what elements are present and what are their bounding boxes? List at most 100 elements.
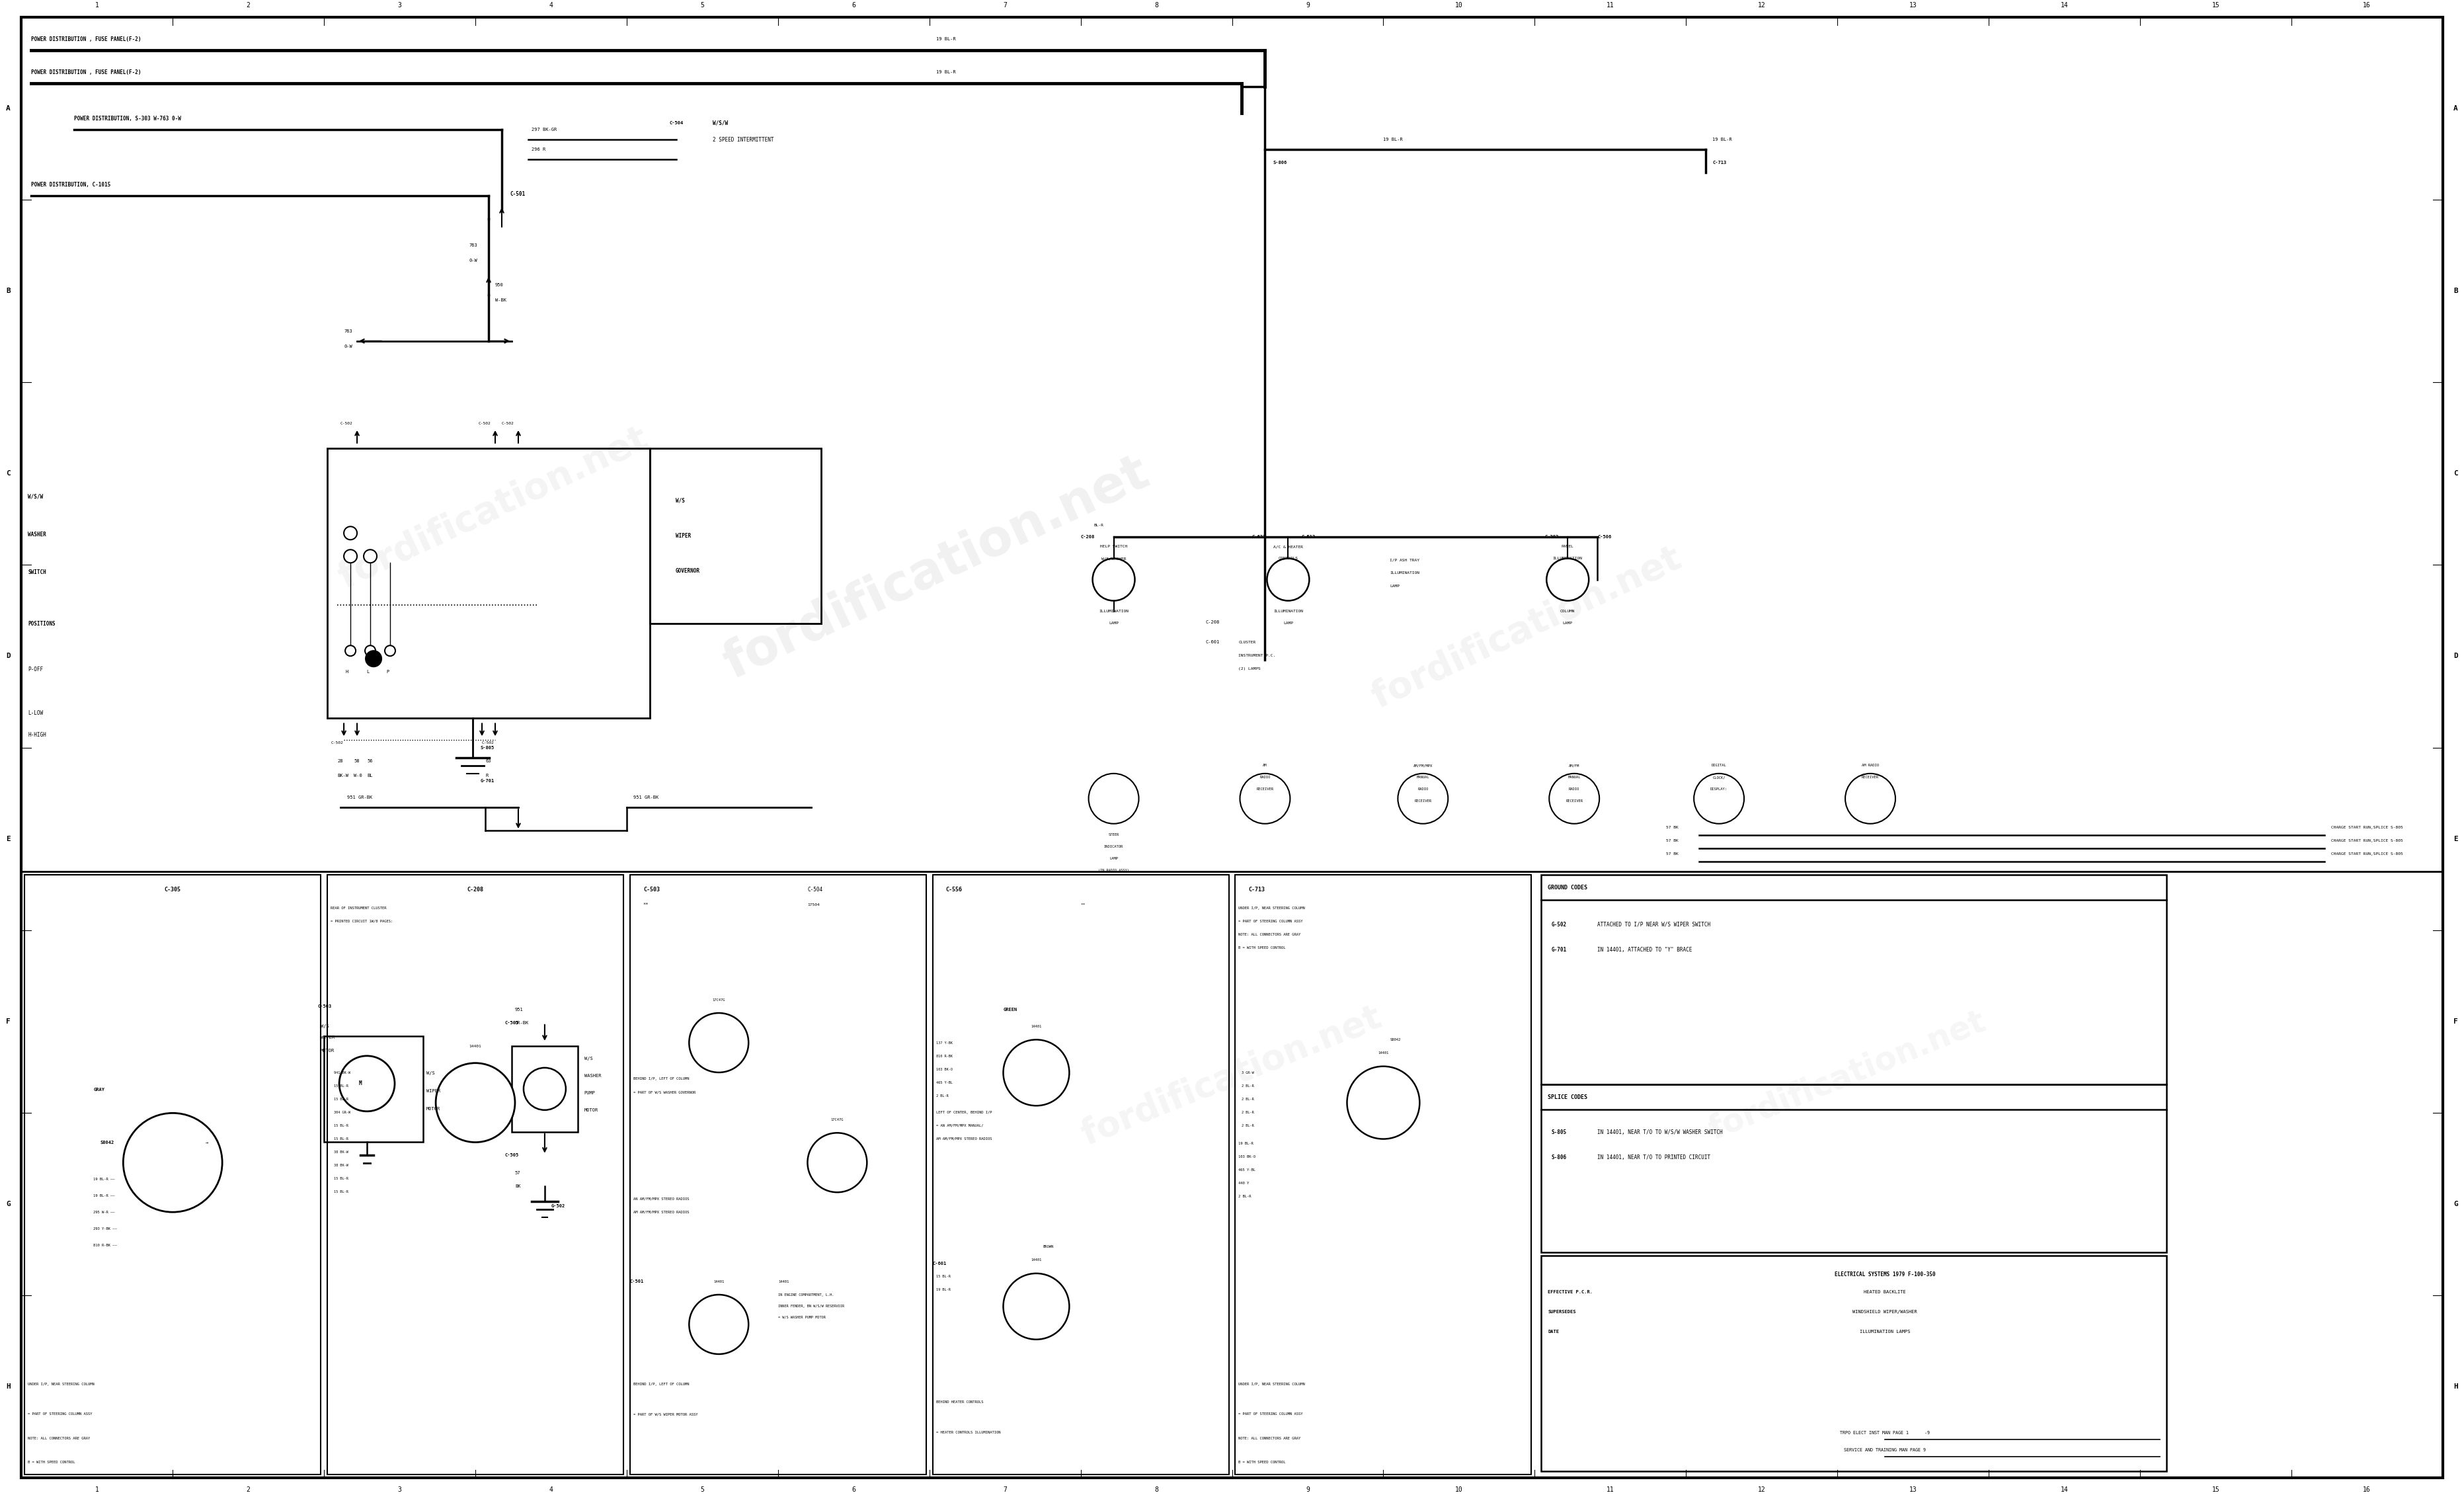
Text: fordification.net: fordification.net [717, 448, 1158, 689]
Text: 8: 8 [1156, 1486, 1158, 1492]
Text: E: E [5, 836, 10, 842]
Text: EFFECTIVE P.C.R.: EFFECTIVE P.C.R. [1547, 1290, 1592, 1295]
Circle shape [1092, 559, 1136, 601]
Text: 19 BL-R: 19 BL-R [1712, 138, 1732, 142]
Text: LAMP: LAMP [1284, 622, 1294, 625]
Text: H: H [345, 670, 347, 674]
Text: 38 BK-W: 38 BK-W [335, 1151, 347, 1154]
Text: GR-BK: GR-BK [515, 1021, 530, 1026]
Text: COLUMN: COLUMN [1560, 610, 1574, 613]
Text: 14: 14 [2060, 3, 2067, 9]
Text: 17C47G: 17C47G [830, 1118, 843, 1121]
Text: C-502: C-502 [340, 422, 352, 426]
Bar [513, 1046, 577, 1132]
Text: POWER DISTRIBUTION, C-1015: POWER DISTRIBUTION, C-1015 [32, 181, 111, 187]
Text: L-LOW: L-LOW [27, 710, 44, 716]
Text: R: R [485, 774, 488, 777]
Text: C-505: C-505 [505, 1021, 520, 1026]
Text: **: ** [643, 903, 648, 906]
Circle shape [1003, 1039, 1069, 1106]
Text: 19 BL-R: 19 BL-R [936, 37, 956, 42]
Text: 951 GR-BK: 951 GR-BK [633, 795, 658, 800]
Text: H-HIGH: H-HIGH [27, 733, 47, 739]
Text: 2 BL-R: 2 BL-R [1242, 1084, 1254, 1088]
Text: 63: 63 [485, 759, 490, 764]
Text: RECEIVER: RECEIVER [1863, 776, 1880, 779]
Text: W/S: W/S [320, 1024, 330, 1029]
Text: RECEIVER: RECEIVER [1414, 800, 1432, 803]
Text: →: → [205, 1141, 209, 1145]
Text: 15 BL-R: 15 BL-R [335, 1097, 347, 1100]
Text: 19 BL-R ——: 19 BL-R —— [94, 1195, 116, 1197]
Text: 941 BK-W: 941 BK-W [335, 1072, 350, 1075]
Text: 57 BK: 57 BK [1666, 825, 1678, 830]
Text: 14401: 14401 [1377, 1051, 1390, 1055]
Text: 297 BK-GR: 297 BK-GR [532, 127, 557, 132]
Text: 465 Y-BL: 465 Y-BL [936, 1081, 954, 1084]
Text: ILLUMINATION: ILLUMINATION [1274, 610, 1303, 613]
Text: 1: 1 [96, 1486, 99, 1492]
Bar [25, 875, 320, 1474]
Text: C-305: C-305 [165, 887, 180, 893]
Text: 0-W: 0-W [345, 344, 352, 348]
Text: SUPERSEDES: SUPERSEDES [1547, 1310, 1577, 1314]
Text: 19 BL-R: 19 BL-R [936, 1289, 951, 1292]
Text: W/S/W: W/S/W [712, 120, 727, 126]
Text: CONTROLS: CONTROLS [1279, 556, 1299, 561]
Text: 19 BL-R: 19 BL-R [936, 70, 956, 75]
Bar [1542, 1256, 2166, 1471]
Text: NOTE: ALL CONNECTORS ARE GRAY: NOTE: ALL CONNECTORS ARE GRAY [1239, 1437, 1301, 1440]
Text: = PART OF W/S WIPER MOTOR ASSY: = PART OF W/S WIPER MOTOR ASSY [633, 1413, 697, 1416]
Text: 57 BK: 57 BK [1666, 852, 1678, 855]
Text: TRPO ELECT INST MAN PAGE 1      -9: TRPO ELECT INST MAN PAGE 1 -9 [1841, 1431, 1929, 1435]
Text: BL-R: BL-R [1094, 523, 1104, 528]
Text: B = WITH SPEED CONTROL: B = WITH SPEED CONTROL [1239, 1461, 1286, 1464]
Text: 440 Y: 440 Y [1239, 1181, 1249, 1186]
Text: 15: 15 [2213, 3, 2220, 9]
Text: C: C [5, 471, 10, 477]
Text: 810 R-BK: 810 R-BK [936, 1054, 954, 1058]
Text: 11: 11 [1607, 1486, 1614, 1492]
Text: LAMP: LAMP [1109, 857, 1119, 860]
Text: 15 BL-R: 15 BL-R [335, 1138, 347, 1141]
Text: E: E [2454, 836, 2459, 842]
Text: C-504: C-504 [670, 121, 683, 126]
Text: WINDSHIELD WIPER/WASHER: WINDSHIELD WIPER/WASHER [1853, 1310, 1917, 1314]
Text: 14401: 14401 [779, 1280, 788, 1283]
Text: = PART OF STEERING COLUMN ASSY: = PART OF STEERING COLUMN ASSY [1239, 919, 1303, 922]
Text: 15 BL-R: 15 BL-R [335, 1177, 347, 1180]
Text: fordification.net: fordification.net [333, 422, 653, 597]
Text: 13: 13 [1910, 1486, 1917, 1492]
Bar [1234, 875, 1530, 1474]
Text: 296 R: 296 R [532, 148, 545, 151]
Text: 2: 2 [246, 1486, 251, 1492]
Text: CHARGE START RUN,SPLICE S-805: CHARGE START RUN,SPLICE S-805 [2331, 825, 2402, 830]
Text: 2 BL-R: 2 BL-R [936, 1094, 949, 1097]
Text: 9: 9 [1306, 3, 1308, 9]
Text: CHARGE START RUN,SPLICE S-805: CHARGE START RUN,SPLICE S-805 [2331, 852, 2402, 855]
Text: G-502: G-502 [552, 1203, 564, 1208]
Text: DATE: DATE [1547, 1329, 1560, 1334]
Text: PUMP: PUMP [584, 1091, 596, 1096]
Text: S8042: S8042 [101, 1141, 113, 1145]
Text: C-601: C-601 [934, 1262, 946, 1265]
Text: NOTE: ALL CONNECTORS ARE GRAY: NOTE: ALL CONNECTORS ARE GRAY [27, 1437, 91, 1440]
Circle shape [1397, 773, 1449, 824]
Text: 14401: 14401 [468, 1045, 480, 1048]
Text: 3: 3 [397, 3, 402, 9]
Text: 304 GR-W: 304 GR-W [335, 1111, 350, 1114]
Text: DIGITAL: DIGITAL [1712, 764, 1727, 767]
Text: W/S: W/S [426, 1070, 434, 1075]
Text: 19 BL-R: 19 BL-R [1382, 138, 1402, 142]
Text: A/C & HEATER: A/C & HEATER [1274, 544, 1303, 549]
Text: B = WITH SPEED CONTROL: B = WITH SPEED CONTROL [1239, 946, 1286, 949]
Text: 8: 8 [1156, 3, 1158, 9]
Text: C-502: C-502 [483, 742, 495, 745]
Text: P: P [387, 670, 389, 674]
Text: C: C [2454, 471, 2459, 477]
Text: G-502: G-502 [1552, 921, 1567, 927]
Text: C-501: C-501 [631, 1280, 643, 1283]
Circle shape [690, 1295, 749, 1354]
Text: 38 BK-W: 38 BK-W [335, 1163, 347, 1168]
Bar [328, 875, 623, 1474]
